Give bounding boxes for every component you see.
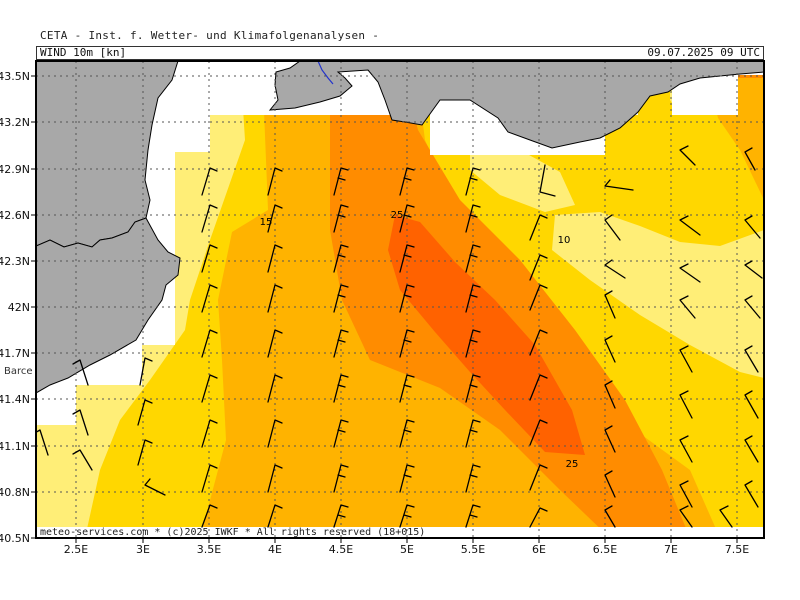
- lon-tick-labels: 2.5E 3E 3.5E 4E 4.5E 5E 5.5E 6E 6.5E 7E …: [64, 543, 749, 556]
- lat-tick-label: 42N: [8, 301, 30, 314]
- lat-tick-label: 41.7N: [0, 347, 30, 360]
- lon-tick-label: 3E: [136, 543, 150, 556]
- band-20-25: [330, 61, 690, 538]
- lat-tick-label: 42.6N: [0, 209, 30, 222]
- lon-tick-label: 3.5E: [197, 543, 221, 556]
- lat-tick-label: 40.5N: [0, 532, 30, 545]
- wind-barbs: [36, 145, 763, 528]
- app-title: CETA - Inst. f. Wetter- und Klimafolgena…: [40, 29, 380, 42]
- contour-labels: 15 25 10 25: [260, 210, 579, 470]
- lon-tick-label: 5.5E: [461, 543, 485, 556]
- plot-frame: [35, 60, 765, 539]
- land-france: [178, 61, 764, 149]
- rhone-river: [317, 61, 334, 85]
- lon-tick-label: 7E: [664, 543, 678, 556]
- coordinate-grid: [36, 61, 764, 538]
- lat-tick-labels: 40.5N 40.8N 41.1N 41.4N 41.7N 42N 42.3N …: [0, 70, 30, 545]
- no-data-bottom-strip: [36, 527, 764, 538]
- lat-tick-label: 42.3N: [0, 255, 30, 268]
- no-data-north: [36, 61, 764, 425]
- lon-tick-label: 2.5E: [64, 543, 88, 556]
- contour-label: 15: [260, 217, 273, 228]
- land-catalonia-south: [36, 217, 181, 394]
- band-25-30: [388, 215, 585, 455]
- contour-label: 25: [566, 459, 579, 470]
- field-label: WIND 10m [kn]: [40, 46, 127, 59]
- lat-tick-label: 40.8N: [0, 486, 30, 499]
- no-data-mask: [36, 61, 764, 538]
- lon-tick-label: 4.5E: [329, 543, 353, 556]
- lat-tick-label: 41.4N: [0, 393, 30, 406]
- contour-label: 10: [558, 235, 571, 246]
- lat-tick-label: 43.5N: [0, 70, 30, 83]
- contour-label: 25: [391, 210, 404, 221]
- valid-time: 09.07.2025 09 UTC: [647, 46, 760, 59]
- lon-tick-label: 6E: [532, 543, 546, 556]
- lat-tick-label: 43.2N: [0, 116, 30, 129]
- footer-credit: meteo-services.com * (c)2025 IWKF * All …: [40, 527, 425, 538]
- lat-tick-label: 41.1N: [0, 440, 30, 453]
- place-label: Barce: [4, 366, 33, 377]
- lon-tick-label: 5E: [400, 543, 414, 556]
- lat-tick-label: 42.9N: [0, 163, 30, 176]
- lon-tick-label: 7.5E: [725, 543, 749, 556]
- lon-tick-label: 6.5E: [593, 543, 617, 556]
- axis-tick-marks: [31, 75, 738, 543]
- header-bar: WIND 10m [kn] 09.07.2025 09 UTC: [36, 46, 764, 60]
- lon-tick-label: 4E: [268, 543, 282, 556]
